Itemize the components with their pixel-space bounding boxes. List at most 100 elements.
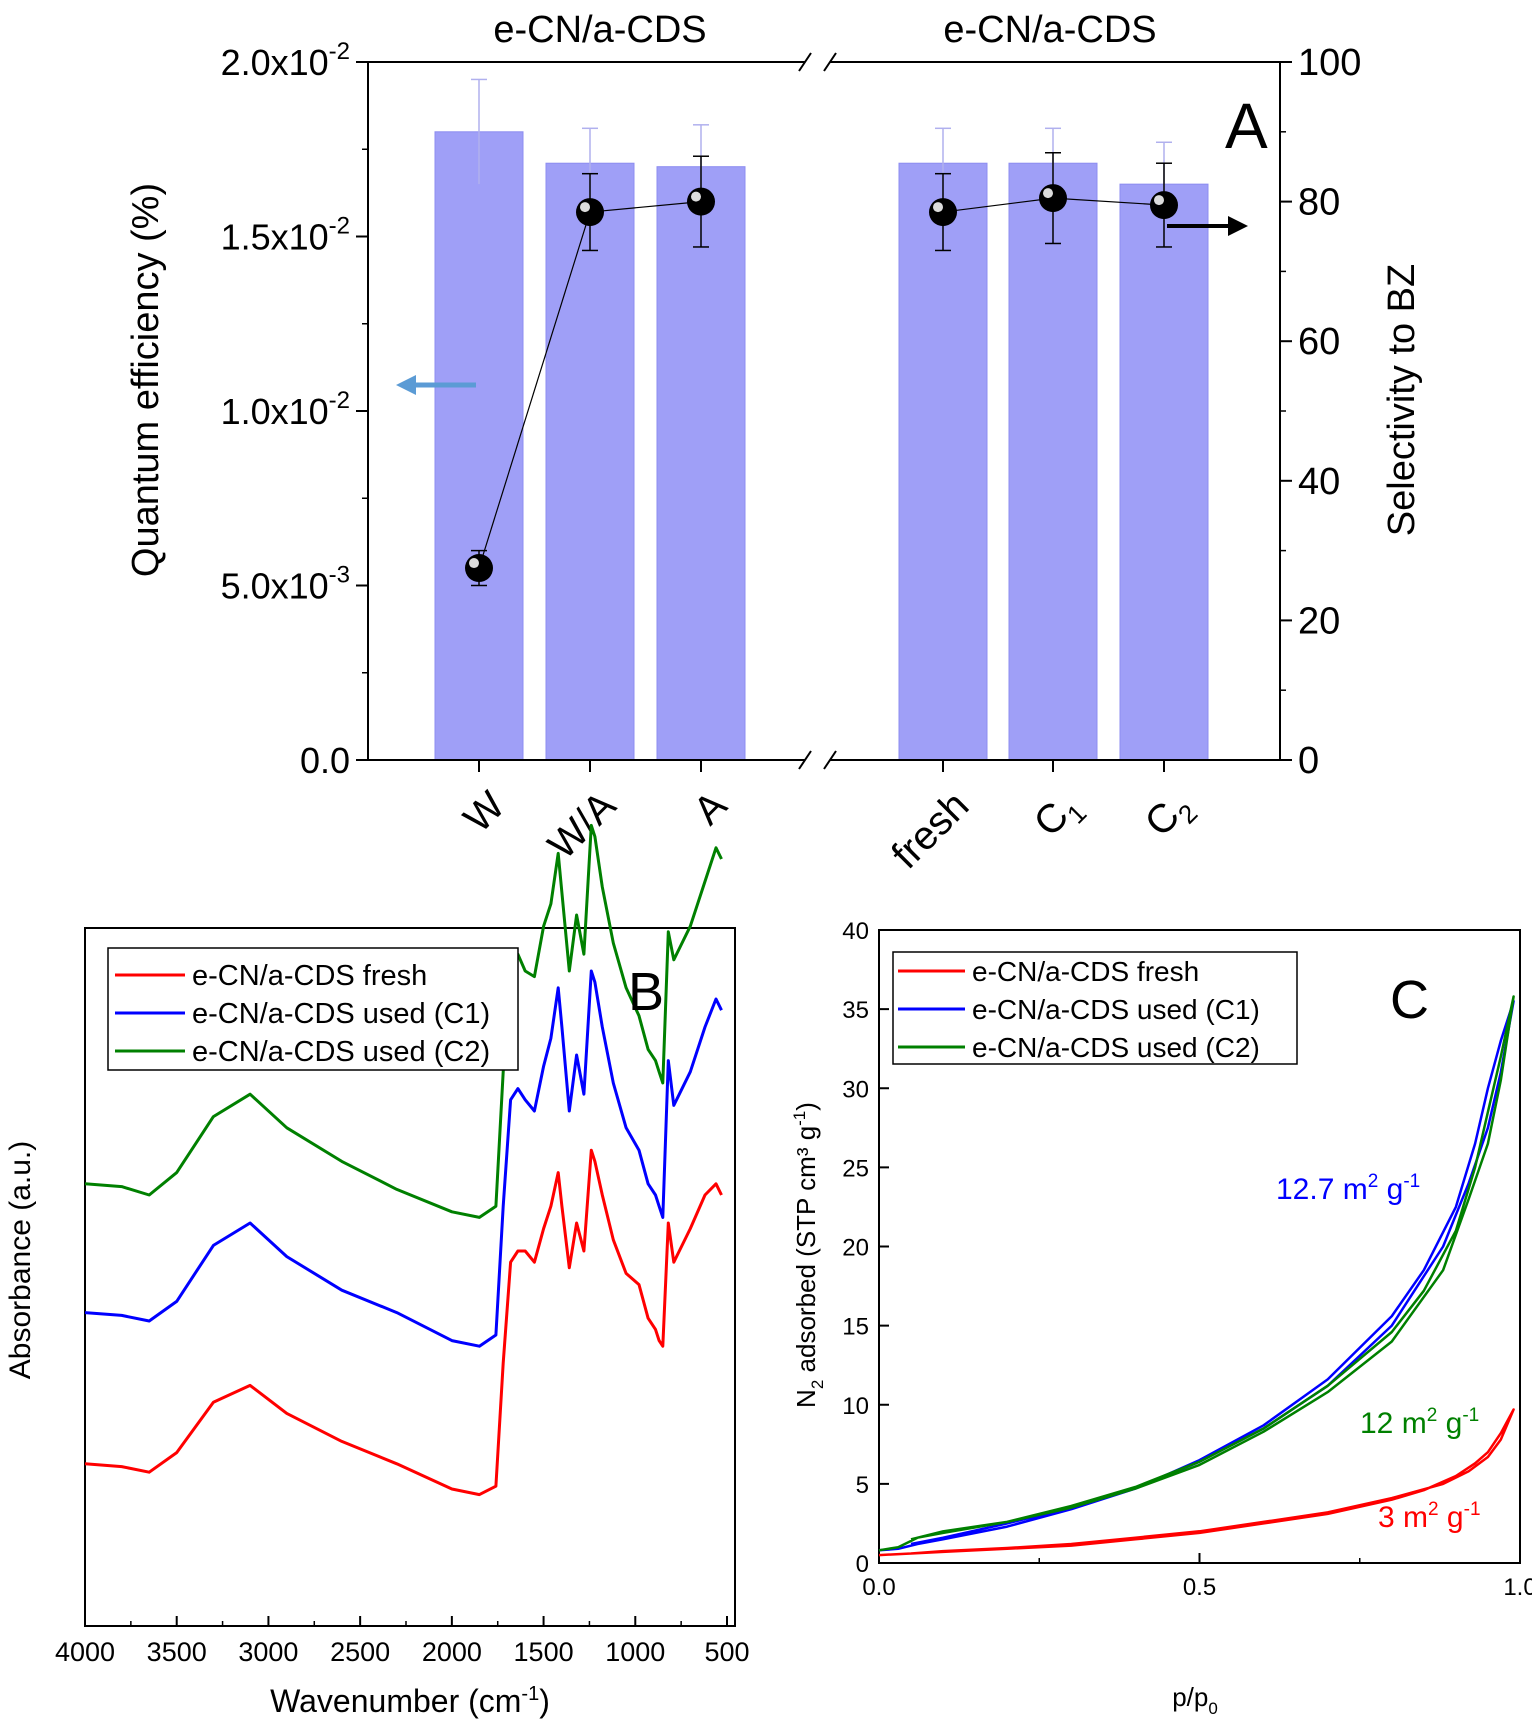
panel-c-y-axis-title-part: ): [791, 1102, 821, 1111]
y2-tick-label: 40: [1298, 461, 1340, 503]
surface-area-annotation-part: 2: [1428, 1499, 1439, 1520]
selectivity-marker: [929, 198, 957, 227]
panel-c-x-axis-title-main: p/p: [1172, 1682, 1208, 1712]
selectivity-marker: [687, 187, 715, 216]
y-tick-label: 0.0: [300, 740, 350, 781]
y-tick-label-mantissa: 0.0: [300, 740, 350, 781]
y-tick-label: 1.0x10-2: [221, 387, 350, 432]
x-tick-label: C1: [1026, 783, 1093, 850]
selectivity-marker-highlight: [933, 202, 943, 213]
y2-tick-label: 60: [1298, 321, 1340, 363]
isotherm-line: [878, 999, 1515, 1552]
surface-area-annotation-part: 3 m: [1378, 1501, 1428, 1534]
spectrum-line: [84, 823, 723, 1219]
x-tick-label: 0.0: [862, 1574, 895, 1601]
selectivity-marker-highlight: [1043, 188, 1053, 199]
right-pointing-arrow-icon: [1167, 216, 1248, 236]
y-tick-label: 20: [842, 1235, 869, 1262]
panel-b: 4000 3500 3000 2500 2000 1500 1000 500 e-CN/a-C…: [4, 823, 750, 1719]
panel-a-group-title-2: e-CN/a-CDS: [943, 9, 1156, 51]
bar: [656, 166, 746, 761]
x-tick-label: 1.0: [1503, 1574, 1532, 1601]
legend-label: e-CN/a-CDS used (C1): [192, 998, 490, 1030]
x-tick-label-main: W/A: [540, 783, 625, 868]
x-tick-label: C2: [1137, 783, 1204, 850]
x-tick-label: W: [456, 783, 514, 841]
x-tick-label-main: A: [685, 783, 735, 833]
x-tick-label: 0.5: [1183, 1574, 1216, 1601]
surface-area-annotation-part: -1: [1464, 1499, 1481, 1520]
surface-area-annotation-part: g: [1439, 1501, 1464, 1534]
surface-area-annotation-part: -1: [1403, 1171, 1420, 1192]
selectivity-marker-highlight: [580, 202, 590, 213]
y2-tick-label: 20: [1298, 600, 1340, 642]
y-tick-label: 5: [856, 1472, 869, 1499]
panel-a-group-title-1: e-CN/a-CDS: [493, 9, 706, 51]
selectivity-marker-highlight: [469, 558, 479, 569]
x-tick-label: 1000: [605, 1637, 665, 1667]
surface-area-annotation-part: 12 m: [1360, 1407, 1427, 1440]
panel-b-y-axis-title: Absorbance (a.u.): [4, 1141, 37, 1379]
x-tick-label: A: [685, 783, 735, 833]
panel-b-x-axis-title-sup: -1: [521, 1683, 539, 1705]
y-tick-label-exponent: -2: [329, 213, 350, 240]
x-tick-label: 2500: [330, 1637, 390, 1667]
panel-b-x-axis-title-main: Wavenumber (cm: [270, 1683, 521, 1719]
surface-area-annotation: 3 m2 g-1: [1378, 1499, 1481, 1534]
selectivity-marker: [1039, 184, 1067, 213]
panel-a-right-axis-title: Selectivity to BZ: [1381, 264, 1423, 536]
y-tick-label: 1.5x10-2: [221, 213, 350, 258]
axis-break-mark: [823, 52, 837, 72]
x-tick-label-main: W: [456, 783, 514, 841]
axis-break-mark: [798, 52, 812, 72]
selectivity-marker: [1150, 191, 1178, 220]
y-tick-label: 15: [842, 1314, 869, 1341]
panel-a-left-axis-title: Quantum efficiency (%): [125, 183, 167, 577]
surface-area-annotation-part: -1: [1462, 1405, 1479, 1426]
y-tick-label-mantissa: 1.5x10: [221, 217, 329, 258]
panel-c-y-axis-title: N2 adsorbed (STP cm³ g-1): [790, 1102, 827, 1408]
y-tick-label: 30: [842, 1076, 869, 1103]
legend-label: e-CN/a-CDS used (C1): [972, 994, 1260, 1025]
surface-area-annotation-part: g: [1378, 1173, 1403, 1206]
bar: [1119, 183, 1209, 761]
surface-area-annotation: 12.7 m2 g-1: [1276, 1171, 1420, 1206]
y-tick-label-mantissa: 1.0x10: [221, 391, 329, 432]
panel-c-y-axis-title-part: N: [791, 1389, 821, 1408]
y-tick-label: 5.0x10-3: [221, 562, 350, 607]
bar: [545, 162, 635, 761]
left-pointing-arrow-icon: [396, 375, 476, 395]
surface-area-annotation-part: 2: [1368, 1171, 1379, 1192]
y-tick-label-mantissa: 5.0x10: [221, 566, 329, 607]
selectivity-marker: [465, 554, 493, 583]
y-tick-label-exponent: -2: [329, 387, 350, 414]
x-tick-label: W/A: [540, 783, 625, 868]
panel-a-label: A: [1225, 90, 1268, 162]
axis-break-mark: [798, 750, 812, 770]
y-tick-label: 2.0x10-2: [221, 38, 350, 83]
y-tick-label: 40: [842, 918, 869, 945]
selectivity-line: [942, 197, 1054, 213]
x-tick-label: 4000: [55, 1637, 115, 1667]
panel-b-label: B: [628, 962, 664, 1022]
isotherm-line: [878, 995, 1515, 1552]
plot-frame: [84, 927, 736, 1627]
surface-area-annotation-part: g: [1437, 1407, 1462, 1440]
spectrum-line: [84, 1148, 723, 1497]
panel-c-y-axis-title-part: adsorbed (STP cm³ g: [791, 1126, 821, 1380]
y2-tick-label: 100: [1298, 42, 1361, 84]
panel-b-x-axis-title-end: ): [539, 1683, 550, 1719]
panel-b-x-axis-title: Wavenumber (cm-1): [270, 1683, 550, 1719]
y2-tick-label: 0: [1298, 740, 1319, 782]
legend-label: e-CN/a-CDS used (C2): [972, 1032, 1260, 1063]
selectivity-line: [478, 211, 591, 569]
panel-c-label: C: [1390, 970, 1429, 1030]
legend-label: e-CN/a-CDS fresh: [192, 960, 427, 992]
panel-a: e-CN/a-CDS e-CN/a-CDS 0.05.0x10-31.0x10-…: [125, 9, 1423, 877]
selectivity-marker-highlight: [1154, 195, 1164, 206]
spectrum-line: [84, 969, 723, 1348]
surface-area-annotation: 12 m2 g-1: [1360, 1405, 1479, 1440]
legend-label: e-CN/a-CDS fresh: [972, 956, 1199, 987]
x-tick-label: 3000: [238, 1637, 298, 1667]
